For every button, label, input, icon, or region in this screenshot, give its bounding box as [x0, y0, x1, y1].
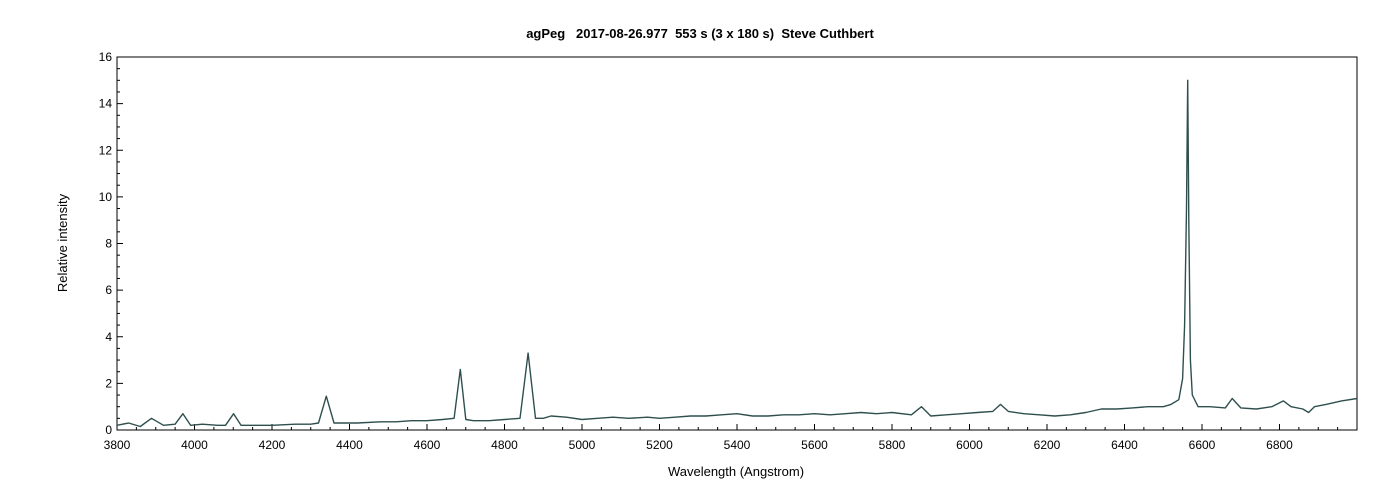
- x-tick-label: 3800: [104, 438, 131, 452]
- y-axis-label: Relative intensity: [55, 193, 70, 292]
- chart-title: agPeg 2017-08-26.977 553 s (3 x 180 s) S…: [526, 26, 874, 41]
- x-tick-label: 5000: [569, 438, 596, 452]
- x-tick-label: 4200: [259, 438, 286, 452]
- y-tick-label: 14: [99, 97, 113, 111]
- x-tick-label: 4800: [491, 438, 518, 452]
- x-tick-label: 4400: [336, 438, 363, 452]
- x-tick-label: 5400: [724, 438, 751, 452]
- x-tick-label: 5200: [646, 438, 673, 452]
- x-tick-label: 4600: [414, 438, 441, 452]
- y-tick-label: 4: [105, 330, 112, 344]
- y-tick-label: 8: [105, 237, 112, 251]
- x-tick-label: 6800: [1266, 438, 1293, 452]
- x-axis-label: Wavelength (Angstrom): [668, 464, 804, 479]
- y-tick-label: 2: [105, 376, 112, 390]
- plot-frame: [116, 56, 1358, 431]
- x-tick-label: 5800: [879, 438, 906, 452]
- x-tick-label: 6600: [1189, 438, 1216, 452]
- x-tick-label: 6400: [1111, 438, 1138, 452]
- spectrum-line: [116, 79, 1358, 428]
- x-tick-label: 5600: [801, 438, 828, 452]
- y-tick-label: 10: [99, 190, 113, 204]
- y-tick-label: 0: [105, 423, 112, 437]
- y-tick-label: 12: [99, 143, 113, 157]
- y-tick-label: 6: [105, 283, 112, 297]
- x-tick-label: 6000: [956, 438, 983, 452]
- y-tick-label: 16: [99, 50, 113, 64]
- x-tick-label: 4000: [181, 438, 208, 452]
- axis-ticks: [116, 56, 1358, 431]
- x-tick-label: 6200: [1034, 438, 1061, 452]
- axis-tick-labels: 3800 4000 4200 4400 4600 4800 5000 5200 5400 5600…: [99, 50, 1294, 452]
